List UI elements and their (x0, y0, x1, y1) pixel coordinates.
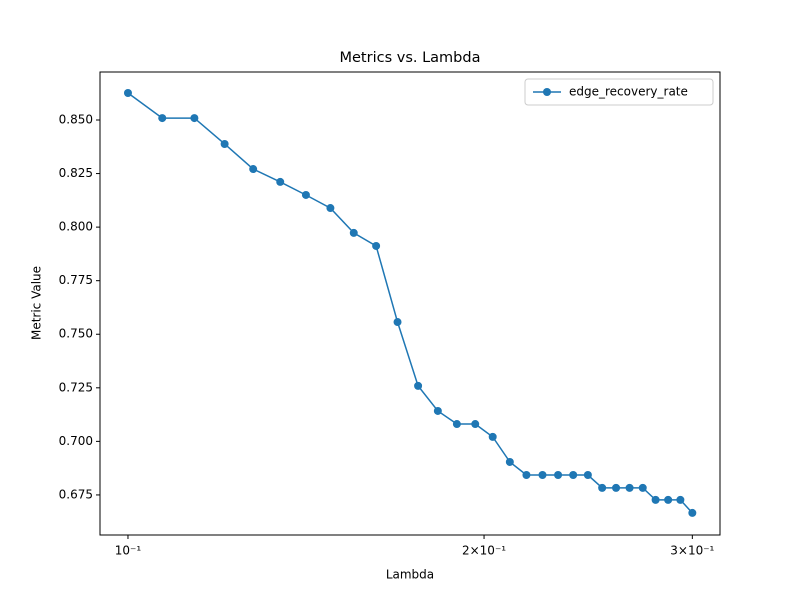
y-tick-label: 0.750 (59, 327, 93, 341)
y-tick-label: 0.850 (59, 112, 93, 126)
y-tick-label: 0.800 (59, 220, 93, 234)
data-point (625, 483, 634, 492)
data-point (123, 88, 132, 97)
legend-marker (543, 88, 551, 96)
data-point (372, 241, 381, 250)
data-point (688, 508, 697, 517)
data-point (249, 165, 258, 174)
legend-box (524, 78, 714, 106)
y-tick-label: 0.675 (59, 487, 93, 501)
y-tick-label: 0.700 (59, 434, 93, 448)
data-point (220, 139, 229, 148)
data-line (127, 92, 693, 514)
x-axis-label: Lambda (386, 568, 434, 582)
data-point (471, 420, 480, 429)
data-point (326, 204, 335, 213)
y-tick-label: 0.825 (59, 166, 93, 180)
x-tick-label: 3×10⁻¹ (670, 544, 714, 558)
chart-title: Metrics vs. Lambda (340, 50, 481, 66)
legend: edge_recovery_rate (524, 78, 714, 106)
data-point (488, 432, 497, 441)
data-point (190, 114, 199, 123)
x-tick-label: 10⁻¹ (115, 544, 142, 558)
data-point (301, 190, 310, 199)
data-point (158, 114, 167, 123)
y-tick-label: 0.725 (59, 380, 93, 394)
data-point (393, 318, 402, 327)
data-point (505, 457, 514, 466)
plot-frame (99, 71, 721, 536)
legend-label: edge_recovery_rate (569, 85, 688, 99)
data-point (554, 471, 563, 480)
data-point (569, 471, 578, 480)
data-point (638, 483, 647, 492)
data-point (583, 471, 592, 480)
data-point (651, 495, 660, 504)
data-point (538, 471, 547, 480)
data-point (676, 495, 685, 504)
data-point (612, 483, 621, 492)
y-axis-label: Metric Value (30, 266, 44, 340)
data-point (452, 420, 461, 429)
data-point (414, 381, 423, 390)
x-tick-label: 2×10⁻¹ (462, 544, 506, 558)
data-point (276, 177, 285, 186)
data-point (664, 495, 673, 504)
data-point (522, 471, 531, 480)
data-point (598, 483, 607, 492)
y-tick-label: 0.775 (59, 273, 93, 287)
data-point (349, 228, 358, 237)
data-point (433, 406, 442, 415)
